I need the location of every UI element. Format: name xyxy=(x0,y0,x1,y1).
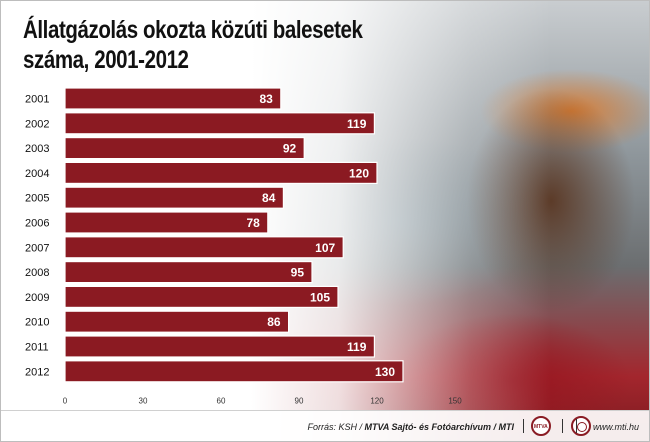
bar-value-label: 92 xyxy=(283,142,297,156)
bar-value-label: 105 xyxy=(310,290,330,304)
bar xyxy=(64,360,404,383)
footer-separator xyxy=(576,419,577,433)
category-label: 2003 xyxy=(25,143,49,155)
bar-value-label: 119 xyxy=(347,340,367,354)
bar-value-label: 78 xyxy=(246,216,260,230)
bar xyxy=(64,112,375,135)
bar xyxy=(64,261,313,284)
category-label: 2011 xyxy=(25,342,49,354)
footer-separator xyxy=(562,419,563,433)
title-line-1: Állatgázolás okozta közúti balesetek xyxy=(23,16,363,44)
bar-value-label: 107 xyxy=(315,241,335,255)
mti-url: www.mti.hu xyxy=(592,422,639,432)
bar xyxy=(64,137,305,160)
mtva-logo-icon xyxy=(531,416,551,436)
footer: Forrás: KSH / MTVA Sajtó- és Fotóarchívu… xyxy=(1,410,649,441)
category-label: 2008 xyxy=(25,267,49,279)
category-label: 2002 xyxy=(25,118,49,130)
category-label: 2005 xyxy=(25,193,49,205)
category-label: 2004 xyxy=(25,168,49,180)
x-tick-label: 30 xyxy=(139,397,148,406)
bar xyxy=(64,87,282,110)
bar xyxy=(64,310,290,333)
category-label: 2007 xyxy=(25,242,49,254)
x-tick-label: 90 xyxy=(295,397,304,406)
category-label: 2006 xyxy=(25,218,49,230)
bar-value-label: 130 xyxy=(375,365,395,379)
bar xyxy=(64,236,344,259)
x-tick-label: 150 xyxy=(448,397,462,406)
bar xyxy=(64,335,375,358)
category-label: 2001 xyxy=(25,94,49,106)
title-line-2: száma, 2001-2012 xyxy=(23,46,189,74)
bar xyxy=(64,186,284,209)
category-label: 2012 xyxy=(25,366,49,378)
mti-logo-icon xyxy=(571,416,591,436)
source-text: Forrás: KSH / MTVA Sajtó- és Fotóarchívu… xyxy=(307,422,514,432)
source-bold: MTVA Sajtó- és Fotóarchívum / MTI xyxy=(364,422,514,432)
bar xyxy=(64,285,339,308)
x-tick-label: 0 xyxy=(63,397,68,406)
bar-value-label: 86 xyxy=(267,315,281,329)
category-label: 2009 xyxy=(25,292,49,304)
bar xyxy=(64,211,269,234)
bar-value-label: 95 xyxy=(291,266,305,280)
bar-value-label: 119 xyxy=(347,117,367,131)
x-tick-label: 120 xyxy=(370,397,384,406)
bar-value-label: 120 xyxy=(349,166,369,180)
bar-value-label: 83 xyxy=(259,92,273,106)
chart-title: Állatgázolás okozta közúti balesetek szá… xyxy=(23,15,363,75)
x-tick-label: 60 xyxy=(217,397,226,406)
bar-value-label: 84 xyxy=(262,191,276,205)
source-prefix: Forrás: KSH / xyxy=(307,422,365,432)
footer-separator xyxy=(523,419,524,433)
category-label: 2010 xyxy=(25,317,49,329)
bar xyxy=(64,161,378,184)
